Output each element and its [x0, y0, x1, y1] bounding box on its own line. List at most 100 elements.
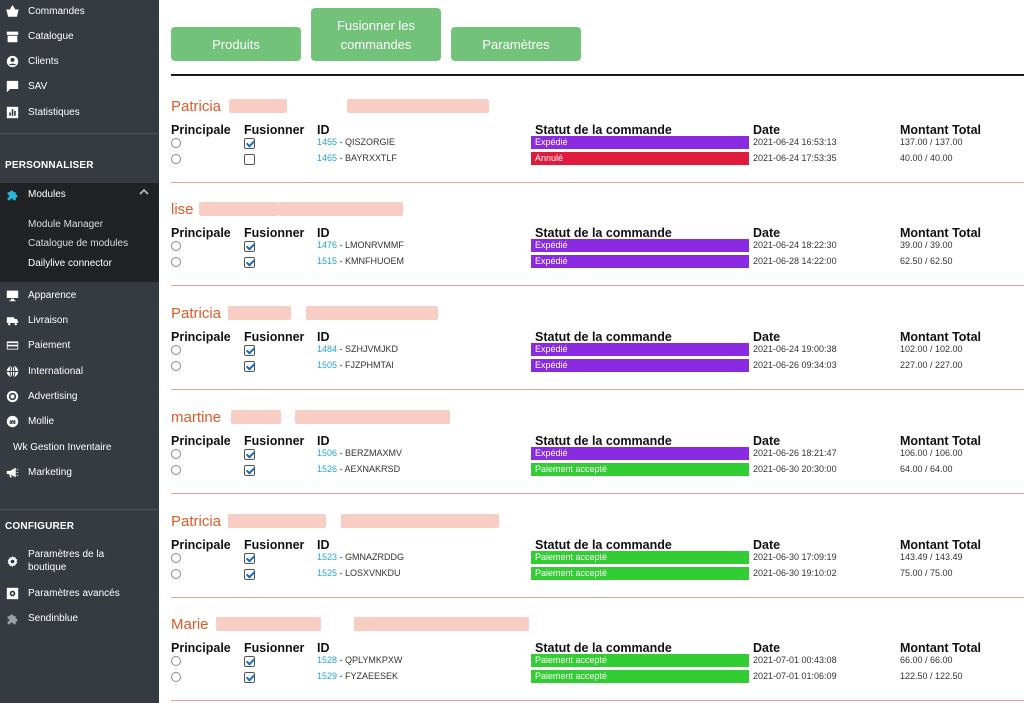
fusionner-checkbox[interactable] [244, 553, 255, 564]
produits-button[interactable]: Produits [171, 27, 301, 61]
order-row: 1515 - KMNFHUOEM Expédié 2021-06-28 14:2… [171, 255, 1024, 270]
principale-radio[interactable] [171, 154, 181, 164]
fusionner-checkbox[interactable] [244, 361, 255, 372]
order-id-link[interactable]: 1476 [317, 240, 338, 250]
customer-name: Patricia [171, 98, 222, 115]
sidebar-item-mollie[interactable]: Mollie [0, 410, 159, 432]
parametres-button[interactable]: Paramètres [451, 27, 581, 61]
order-id-link[interactable]: 1484 [317, 344, 338, 354]
order-date: 2021-06-30 17:09:19 [753, 552, 837, 562]
submenu-module-manager[interactable]: Module Manager [28, 219, 104, 230]
fusionner-checkbox[interactable] [244, 345, 255, 356]
order-id-link[interactable]: 1528 [317, 655, 338, 665]
order-id-link[interactable]: 1525 [317, 568, 338, 578]
redacted-text [347, 99, 489, 113]
principale-radio[interactable] [171, 241, 181, 251]
sidebar-item-advertising[interactable]: Advertising [0, 385, 159, 407]
order-id-link[interactable]: 1465 [317, 153, 338, 163]
header-statut: Statut de la commande [535, 641, 672, 655]
order-row: 1484 - SZHJVMJKD Expédié 2021-06-24 19:0… [171, 343, 1024, 358]
principale-radio[interactable] [171, 553, 181, 563]
order-id: 1476 - LMONRVMMF [317, 240, 404, 250]
order-id: 1455 - QISZORGIE [317, 137, 396, 147]
header-principale: Principale [171, 226, 231, 240]
redacted-text [229, 99, 287, 113]
order-row: 1526 - AEXNAKRSD Paiement accepté 2021-0… [171, 463, 1024, 478]
fusionner-checkbox[interactable] [244, 241, 255, 252]
order-date: 2021-06-26 18:21:47 [753, 448, 837, 458]
order-date: 2021-06-26 09:34:03 [753, 360, 837, 370]
header-id: ID [317, 641, 330, 655]
order-row: 1529 - FYZAEESEK Paiement accepté 2021-0… [171, 670, 1024, 685]
order-id-link[interactable]: 1526 [317, 464, 338, 474]
order-id: 1515 - KMNFHUOEM [317, 256, 405, 266]
fusionner-checkbox[interactable] [244, 672, 255, 683]
principale-radio[interactable] [171, 138, 181, 148]
fusionner-checkbox[interactable] [244, 656, 255, 667]
sidebar-item-marketing[interactable]: Marketing [0, 461, 159, 483]
order-reference: GMNAZRDDG [345, 552, 405, 562]
order-id: 1484 - SZHJVMJKD [317, 344, 399, 354]
fusionner-checkbox[interactable] [244, 569, 255, 580]
order-id: 1505 - FJZPHMTAI [317, 360, 394, 370]
section-personnaliser: PERSONNALISER [5, 160, 94, 171]
customer-name: lise [171, 201, 194, 218]
principale-radio[interactable] [171, 361, 181, 371]
credit-card-icon [5, 338, 19, 352]
principale-radio[interactable] [171, 465, 181, 475]
sidebar-item-modules[interactable]: Modules [0, 183, 159, 206]
sidebar-item-catalogue[interactable]: Catalogue [0, 25, 159, 47]
fusionner-checkbox[interactable] [244, 154, 255, 165]
order-id-link[interactable]: 1506 [317, 448, 338, 458]
status-badge: Paiement accepté [531, 670, 749, 683]
fusionner-checkbox[interactable] [244, 465, 255, 476]
section-configurer: CONFIGURER [5, 521, 75, 532]
sidebar-item-paiement[interactable]: Paiement [0, 334, 159, 356]
sidebar-item-commandes[interactable]: Commandes [0, 0, 159, 22]
sidebar-item-statistiques[interactable]: Statistiques [0, 101, 159, 123]
sidebar-item-parametres-avances[interactable]: Paramètres avancés [0, 582, 159, 604]
sidebar-item-clients[interactable]: Clients [0, 50, 159, 72]
header-date: Date [753, 330, 781, 344]
order-id-link[interactable]: 1515 [317, 256, 338, 266]
principale-radio[interactable] [171, 345, 181, 355]
principale-radio[interactable] [171, 672, 181, 682]
group-divider [171, 389, 1024, 390]
order-row: 1506 - BERZMAXMV Expédié 2021-06-26 18:2… [171, 447, 1024, 462]
principale-radio[interactable] [171, 449, 181, 459]
order-id: 1465 - BAYRXXTLF [317, 153, 397, 163]
order-id-link[interactable]: 1505 [317, 360, 338, 370]
sidebar-item-parametres-boutique[interactable]: Paramètres de la boutique [0, 546, 159, 576]
sidebar-item-sendinblue[interactable]: Sendinblue [0, 607, 159, 629]
header-principale: Principale [171, 123, 231, 137]
principale-radio[interactable] [171, 257, 181, 267]
order-reference: BERZMAXMV [345, 448, 403, 458]
header-montant: Montant Total [900, 330, 981, 344]
order-reference: FJZPHMTAI [345, 360, 394, 370]
sidebar-item-apparence[interactable]: Apparence [0, 284, 159, 306]
principale-radio[interactable] [171, 656, 181, 666]
submenu-catalogue-modules[interactable]: Catalogue de modules [28, 238, 129, 249]
fusionner-checkbox[interactable] [244, 257, 255, 268]
fusionner-commandes-button[interactable]: Fusionner les commandes [311, 8, 441, 61]
gear-icon [5, 554, 19, 568]
fusionner-checkbox[interactable] [244, 449, 255, 460]
order-amount: 66.00 / 66.00 [900, 655, 953, 665]
order-date: 2021-06-30 20:30:00 [753, 464, 837, 474]
fusionner-checkbox[interactable] [244, 138, 255, 149]
header-montant: Montant Total [900, 538, 981, 552]
sidebar-item-sav[interactable]: SAV [0, 75, 159, 97]
monitor-icon [5, 288, 19, 302]
customer-group: Patricia Principale Fusionner ID Statut de l… [171, 286, 1024, 390]
order-id-link[interactable]: 1529 [317, 671, 338, 681]
redacted-text [341, 514, 499, 528]
principale-radio[interactable] [171, 569, 181, 579]
order-id-link[interactable]: 1523 [317, 552, 338, 562]
submenu-dailylive-connector[interactable]: Dailylive connector [28, 258, 112, 269]
sidebar-item-livraison[interactable]: Livraison [0, 309, 159, 331]
sidebar-item-international[interactable]: International [0, 360, 159, 382]
sidebar-item-gestion-inventaire[interactable]: Wk Gestion Inventaire [13, 441, 112, 453]
order-amount: 64.00 / 64.00 [900, 464, 953, 474]
modules-submenu: Module Manager Catalogue de modules Dail… [0, 206, 159, 282]
order-id-link[interactable]: 1455 [317, 137, 338, 147]
